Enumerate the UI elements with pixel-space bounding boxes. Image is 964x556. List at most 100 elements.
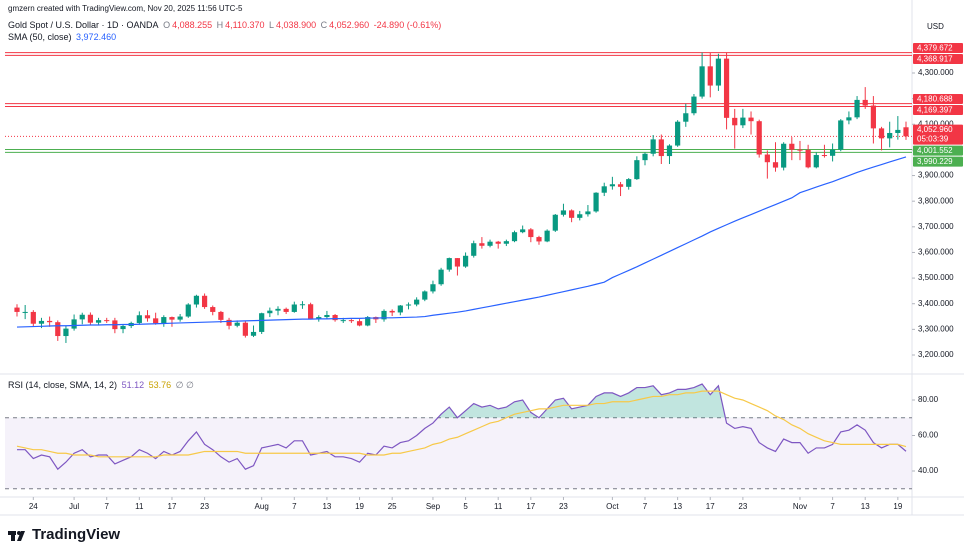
- price-label-box: [913, 53, 963, 64]
- candle-body: [511, 232, 518, 242]
- candle-body: [609, 184, 615, 187]
- candle-body: [14, 307, 20, 312]
- candle-body: [438, 269, 444, 285]
- price-pane: [5, 52, 912, 343]
- candle-body: [479, 243, 485, 246]
- series-line: [17, 383, 907, 471]
- candle-body: [699, 66, 705, 97]
- ohlc-key: C: [320, 20, 328, 30]
- candle-body: [226, 319, 232, 326]
- candle-body: [267, 310, 273, 314]
- candle-body: [397, 305, 403, 313]
- candle-body: [422, 291, 428, 300]
- candle-body: [560, 210, 567, 215]
- x-tick-label: 23: [559, 502, 568, 511]
- level-label: 4,169.397: [917, 106, 953, 115]
- candle-body: [63, 328, 69, 337]
- candle-body: [577, 214, 583, 218]
- candle-body: [332, 315, 338, 321]
- logo: [8, 531, 25, 541]
- candle-body: [797, 149, 803, 151]
- candle-body: [405, 304, 412, 306]
- price-label-box: [913, 105, 963, 116]
- candle-body: [781, 143, 787, 168]
- candle-body: [732, 117, 738, 126]
- x-tick-label: 7: [104, 502, 109, 511]
- x-tick-label: 19: [893, 502, 902, 511]
- candle-body: [764, 154, 770, 163]
- candle-body: [691, 96, 697, 114]
- x-tick-label: 17: [706, 502, 715, 511]
- candle-body: [756, 121, 762, 155]
- candle-body: [895, 129, 901, 133]
- candle-body: [259, 313, 265, 332]
- candle-body: [870, 105, 876, 129]
- candle-body: [471, 243, 477, 256]
- candle-body: [626, 179, 632, 187]
- candle-body: [242, 322, 248, 336]
- candle-body: [585, 211, 591, 215]
- x-tick-label: 13: [861, 502, 870, 511]
- y-tick-label: 60.00: [918, 431, 939, 440]
- symbol-title: Gold Spot / U.S. Dollar · 1D · OANDA: [8, 20, 159, 30]
- x-tick-label: 25: [388, 502, 397, 511]
- logo-stem: [11, 531, 15, 541]
- y-tick-label: 80.00: [918, 395, 939, 404]
- candle-body: [177, 316, 183, 320]
- series-line: [16, 156, 907, 328]
- sma-legend: SMA (50, close) 3,972.460: [8, 32, 118, 42]
- change-value: -24.890 (-0.61%): [373, 20, 442, 30]
- rsi-band: [5, 417, 912, 489]
- price-legend: Gold Spot / U.S. Dollar · 1D · OANDA O 4,…: [8, 20, 443, 30]
- candle-body: [617, 184, 624, 187]
- candle-body: [903, 127, 909, 137]
- x-tick-label: 13: [673, 502, 682, 511]
- x-tick-label: 13: [322, 502, 331, 511]
- x-tick-label: 23: [200, 502, 209, 511]
- candle-body: [299, 304, 306, 306]
- price-label-box: [913, 156, 963, 167]
- candle-body: [153, 318, 159, 324]
- candle-body: [308, 304, 314, 319]
- ohlc-value: 4,052.960: [329, 20, 370, 30]
- x-tick-label: 23: [738, 502, 747, 511]
- sma-title: SMA (50, close): [8, 32, 72, 42]
- candle-body: [169, 317, 175, 320]
- price-label-box: [913, 124, 963, 145]
- candle-body: [275, 308, 281, 311]
- x-tick-label: Jul: [69, 502, 79, 511]
- price-label-box: [913, 42, 963, 53]
- candle-body: [740, 117, 746, 126]
- candle-body: [772, 162, 779, 168]
- candle-body: [878, 128, 885, 139]
- candle-body: [528, 229, 534, 238]
- x-tick-label: Oct: [606, 502, 619, 511]
- level-label: 4,180.688: [917, 95, 953, 104]
- candle-body: [862, 99, 868, 106]
- candle-body: [291, 304, 297, 312]
- logo-slash: [17, 531, 25, 541]
- x-tick-label: Sep: [426, 502, 441, 511]
- candle-body: [324, 315, 330, 318]
- candle-body: [650, 139, 656, 154]
- candle-body: [536, 237, 542, 242]
- candle-body: [55, 322, 61, 337]
- candle-body: [381, 310, 387, 320]
- candle-body: [22, 311, 28, 313]
- currency-label: USD: [927, 22, 944, 31]
- price-label-box: [913, 94, 963, 105]
- candle-body: [234, 322, 240, 326]
- candle-body: [821, 155, 828, 157]
- candle-body: [846, 117, 852, 121]
- candle-body: [838, 120, 844, 150]
- candle-body: [71, 319, 77, 329]
- x-tick-label: 5: [463, 502, 468, 511]
- x-tick-label: 24: [29, 502, 38, 511]
- candle-body: [601, 186, 607, 193]
- x-tick-label: 11: [494, 502, 503, 511]
- y-tick-label: 3,700.000: [918, 222, 954, 231]
- price-label-box: [913, 145, 963, 156]
- candle-body: [283, 308, 289, 312]
